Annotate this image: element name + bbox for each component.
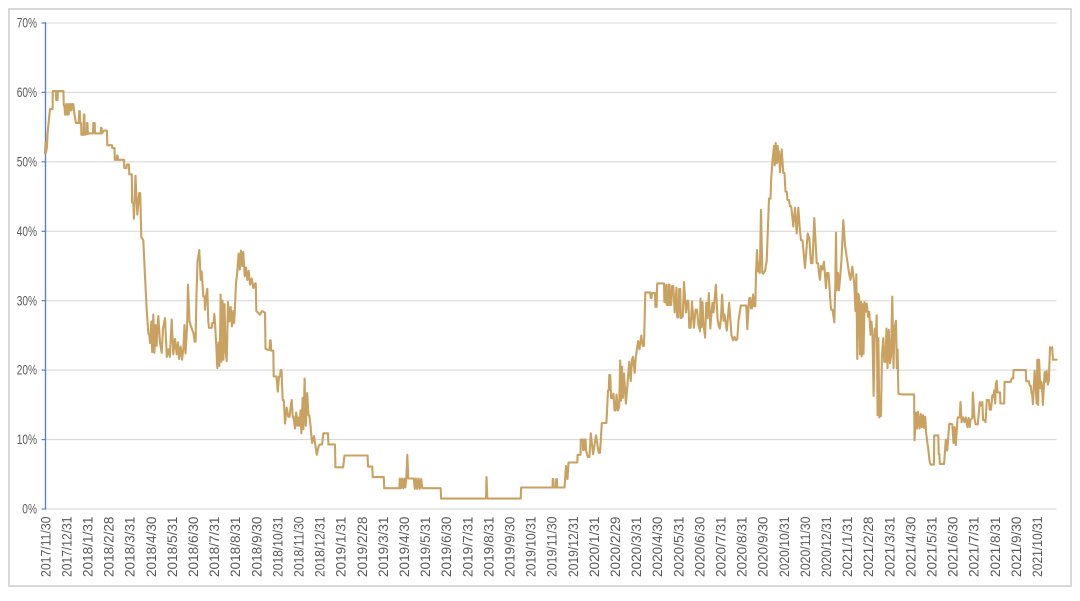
svg-text:2018/3/31: 2018/3/31 bbox=[123, 517, 138, 578]
svg-text:2019/1/31: 2019/1/31 bbox=[334, 517, 349, 578]
svg-text:2020/4/30: 2020/4/30 bbox=[650, 516, 665, 577]
svg-text:2019/8/31: 2019/8/31 bbox=[481, 517, 496, 578]
svg-text:2020/10/31: 2020/10/31 bbox=[777, 517, 792, 578]
svg-text:2020/1/31: 2020/1/31 bbox=[587, 517, 602, 578]
svg-text:2019/6/30: 2019/6/30 bbox=[439, 516, 454, 577]
svg-text:2020/11/30: 2020/11/30 bbox=[798, 516, 813, 577]
svg-text:2017/11/30: 2017/11/30 bbox=[38, 516, 53, 577]
svg-text:2020/3/31: 2020/3/31 bbox=[629, 517, 644, 578]
svg-text:2019/5/31: 2019/5/31 bbox=[418, 517, 433, 578]
svg-text:2020/5/31: 2020/5/31 bbox=[671, 517, 686, 578]
svg-text:2018/7/31: 2018/7/31 bbox=[207, 517, 222, 578]
svg-text:2018/4/30: 2018/4/30 bbox=[144, 516, 159, 577]
svg-text:2021/4/30: 2021/4/30 bbox=[903, 516, 918, 577]
svg-text:70%: 70% bbox=[17, 16, 37, 31]
svg-text:2020/7/31: 2020/7/31 bbox=[714, 517, 729, 578]
svg-text:0%: 0% bbox=[22, 502, 37, 517]
svg-text:2018/1/31: 2018/1/31 bbox=[81, 517, 96, 578]
svg-text:30%: 30% bbox=[17, 293, 37, 308]
svg-text:40%: 40% bbox=[17, 224, 37, 239]
svg-text:20%: 20% bbox=[17, 363, 37, 378]
svg-text:2020/12/31: 2020/12/31 bbox=[819, 517, 834, 578]
svg-text:2019/2/28: 2019/2/28 bbox=[355, 516, 370, 577]
svg-text:2018/9/30: 2018/9/30 bbox=[249, 516, 264, 577]
svg-text:2020/2/29: 2020/2/29 bbox=[608, 516, 623, 577]
svg-text:2017/12/31: 2017/12/31 bbox=[59, 517, 74, 578]
svg-text:2018/10/31: 2018/10/31 bbox=[270, 517, 285, 578]
svg-text:2018/2/28: 2018/2/28 bbox=[102, 516, 117, 577]
svg-text:2018/5/31: 2018/5/31 bbox=[165, 517, 180, 578]
svg-text:60%: 60% bbox=[17, 85, 37, 100]
svg-text:2018/6/30: 2018/6/30 bbox=[186, 516, 201, 577]
svg-text:2021/3/31: 2021/3/31 bbox=[882, 517, 897, 578]
svg-text:50%: 50% bbox=[17, 154, 37, 169]
svg-text:2019/10/31: 2019/10/31 bbox=[524, 517, 539, 578]
svg-text:10%: 10% bbox=[17, 432, 37, 447]
svg-text:2019/4/30: 2019/4/30 bbox=[397, 516, 412, 577]
svg-text:2019/11/30: 2019/11/30 bbox=[545, 516, 560, 577]
svg-text:2019/12/31: 2019/12/31 bbox=[566, 517, 581, 578]
svg-text:2020/9/30: 2020/9/30 bbox=[756, 516, 771, 577]
svg-text:2021/5/31: 2021/5/31 bbox=[925, 517, 940, 578]
svg-text:2021/7/31: 2021/7/31 bbox=[967, 517, 982, 578]
svg-text:2021/9/30: 2021/9/30 bbox=[1009, 516, 1024, 577]
svg-text:2019/7/31: 2019/7/31 bbox=[460, 517, 475, 578]
svg-text:2021/8/31: 2021/8/31 bbox=[988, 517, 1003, 578]
svg-text:2018/11/30: 2018/11/30 bbox=[292, 516, 307, 577]
svg-text:2021/1/31: 2021/1/31 bbox=[840, 517, 855, 578]
svg-text:2019/9/30: 2019/9/30 bbox=[503, 516, 518, 577]
svg-text:2018/8/31: 2018/8/31 bbox=[228, 517, 243, 578]
svg-text:2021/2/28: 2021/2/28 bbox=[861, 516, 876, 577]
svg-text:2018/12/31: 2018/12/31 bbox=[313, 517, 328, 578]
svg-text:2020/8/31: 2020/8/31 bbox=[735, 517, 750, 578]
svg-text:2021/6/30: 2021/6/30 bbox=[946, 516, 961, 577]
svg-text:2020/6/30: 2020/6/30 bbox=[692, 516, 707, 577]
svg-text:2021/10/31: 2021/10/31 bbox=[1030, 517, 1045, 578]
svg-text:2019/3/31: 2019/3/31 bbox=[376, 517, 391, 578]
